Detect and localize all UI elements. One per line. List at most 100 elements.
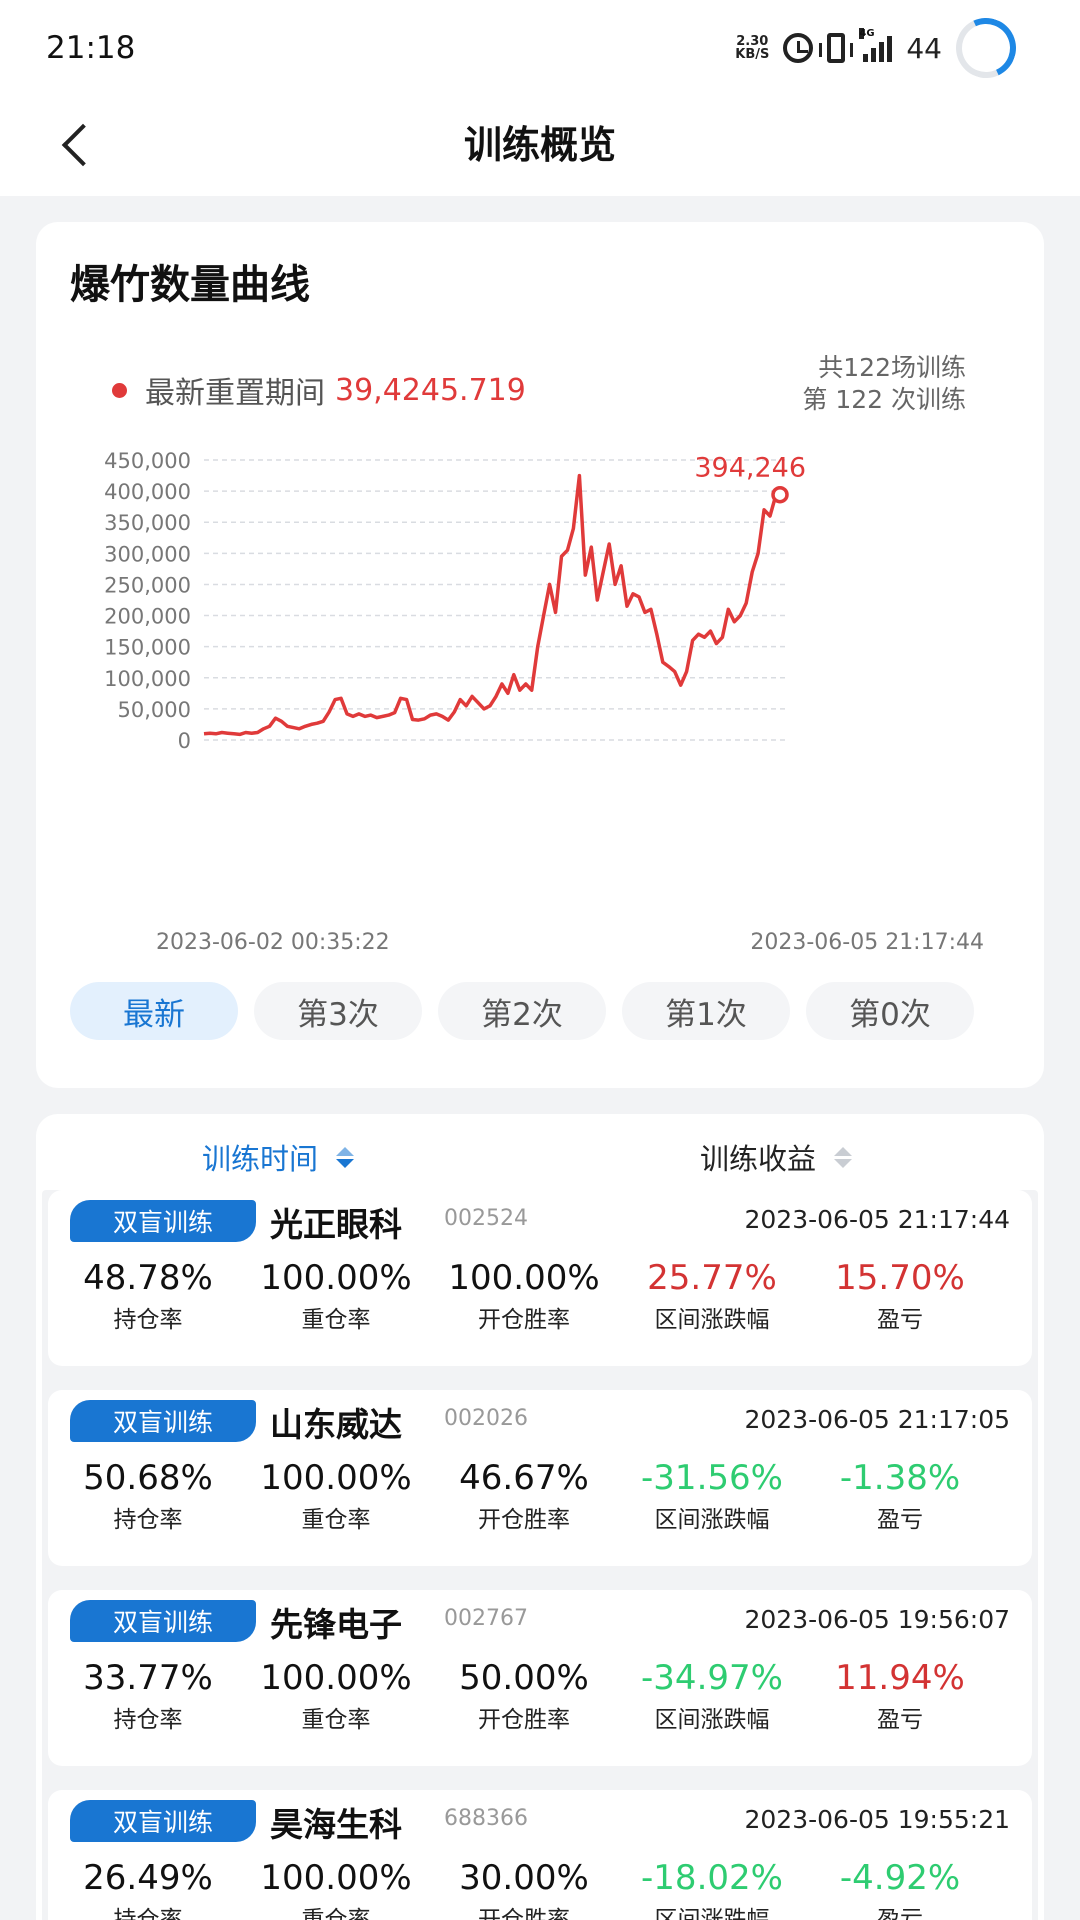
signal-icon: 4G xyxy=(859,28,893,62)
record-row[interactable]: 双盲训练 山东威达 002026 2023-06-05 21:17:05 50.68%… xyxy=(48,1390,1032,1566)
metric-value: 46.67% xyxy=(459,1458,589,1498)
training-type-badge: 双盲训练 xyxy=(70,1200,256,1242)
stock-code: 688366 xyxy=(444,1806,528,1831)
record-row[interactable]: 双盲训练 昊海生科 688366 2023-06-05 19:55:21 26.49%… xyxy=(48,1790,1032,1920)
x-axis-end-date: 2023-06-05 21:17:44 xyxy=(750,930,984,955)
sort-profit-label: 训练收益 xyxy=(700,1142,817,1176)
metric: 100.00% 重仓率 xyxy=(242,1658,430,1734)
metric-value: 25.77% xyxy=(647,1258,777,1298)
record-metrics: 26.49% 持仓率 100.00% 重仓率 30.00% 开仓胜率 -18.0… xyxy=(48,1858,1032,1920)
metric-label: 盈亏 xyxy=(877,1907,923,1920)
record-time: 2023-06-05 19:55:21 xyxy=(744,1805,1010,1834)
metric-value: -31.56% xyxy=(641,1458,783,1498)
metric: 50.00% 开仓胜率 xyxy=(430,1658,618,1734)
status-time: 21:18 xyxy=(46,30,136,66)
metric-value: 11.94% xyxy=(835,1658,965,1698)
training-type-badge: 双盲训练 xyxy=(70,1600,256,1642)
summary-total: 共122场训练 xyxy=(818,353,966,382)
metric-label: 开仓胜率 xyxy=(478,1707,570,1733)
net-speed-value: 2.30 xyxy=(736,34,769,49)
metric: 100.00% 重仓率 xyxy=(242,1458,430,1534)
tab-round-0[interactable]: 第0次 xyxy=(806,982,974,1040)
sort-by-time[interactable]: 训练时间 xyxy=(202,1136,355,1178)
y-tick-label: 150,000 xyxy=(104,636,191,660)
stock-name: 山东威达 xyxy=(270,1405,402,1444)
signal-bar xyxy=(863,54,869,62)
metric: 50.68% 持仓率 xyxy=(54,1458,242,1534)
metric-value: -4.92% xyxy=(839,1858,961,1898)
net-speed-unit: KB/S xyxy=(735,47,770,62)
metric-value: 15.70% xyxy=(835,1258,965,1298)
y-tick-label: 450,000 xyxy=(104,452,191,473)
metric: 11.94% 盈亏 xyxy=(806,1658,994,1734)
signal-bar xyxy=(887,36,893,62)
stock-name: 先锋电子 xyxy=(270,1605,402,1644)
signal-bar xyxy=(879,42,885,62)
metric-value: 100.00% xyxy=(260,1458,412,1498)
stock-code: 002767 xyxy=(444,1606,528,1631)
record-row[interactable]: 双盲训练 光正眼科 002524 2023-06-05 21:17:44 48.78%… xyxy=(48,1190,1032,1366)
record-metrics: 50.68% 持仓率 100.00% 重仓率 46.67% 开仓胜率 -31.5… xyxy=(48,1458,1032,1534)
summary-current: 第 122 次训练 xyxy=(802,385,966,414)
chart-title: 爆竹数量曲线 xyxy=(70,262,310,308)
tab-round-3[interactable]: 第3次 xyxy=(254,982,422,1040)
sort-time-label: 训练时间 xyxy=(202,1142,319,1176)
metric-value: 50.00% xyxy=(459,1658,589,1698)
metric-label: 区间涨跌幅 xyxy=(654,1507,770,1533)
metric: 100.00% 重仓率 xyxy=(242,1858,430,1920)
metric: -4.92% 盈亏 xyxy=(806,1858,994,1920)
y-tick-label: 400,000 xyxy=(104,480,191,504)
tab-latest[interactable]: 最新 xyxy=(70,982,238,1040)
metric-value: 30.00% xyxy=(459,1858,589,1898)
signal-bar xyxy=(871,48,877,62)
tab-round-1[interactable]: 第1次 xyxy=(622,982,790,1040)
network-type: 4G xyxy=(859,28,875,39)
metric-value: 100.00% xyxy=(448,1258,600,1298)
stock-code: 002524 xyxy=(444,1206,528,1231)
status-bar: 21:18 2.30 KB/S 4G 44 xyxy=(0,0,1080,96)
status-icons: 2.30 KB/S 4G 44 xyxy=(735,9,1025,87)
app-header: 训练概览 xyxy=(0,96,1080,196)
metric: 25.77% 区间涨跌幅 xyxy=(618,1258,806,1334)
series-line xyxy=(203,473,778,737)
record-time: 2023-06-05 21:17:05 xyxy=(744,1405,1010,1434)
line-chart: 450,000 400,000 350,000 300,000 250,000 200,0… xyxy=(104,452,806,753)
metric-value: 100.00% xyxy=(260,1258,412,1298)
metric-value: -1.38% xyxy=(839,1458,961,1498)
metric-label: 盈亏 xyxy=(877,1507,923,1533)
records-list: 双盲训练 光正眼科 002524 2023-06-05 21:17:44 48.78%… xyxy=(42,1190,1038,1920)
y-tick-label: 100,000 xyxy=(104,667,191,691)
metric-label: 区间涨跌幅 xyxy=(654,1907,770,1920)
y-tick-label: 250,000 xyxy=(104,573,191,597)
stock-code: 002026 xyxy=(444,1406,528,1431)
metric-label: 重仓率 xyxy=(301,1307,371,1333)
legend-dot-icon xyxy=(112,382,127,398)
x-axis-start-date: 2023-06-02 00:35:22 xyxy=(156,930,390,955)
sort-by-profit[interactable]: 训练收益 xyxy=(700,1136,853,1178)
metric-value: 33.77% xyxy=(83,1658,213,1698)
metric-value: -18.02% xyxy=(641,1858,783,1898)
metric-label: 开仓胜率 xyxy=(478,1907,570,1920)
metric-label: 开仓胜率 xyxy=(478,1507,570,1533)
metric-value: 50.68% xyxy=(83,1458,213,1498)
page-title: 训练概览 xyxy=(463,123,616,167)
metric: 48.78% 持仓率 xyxy=(54,1258,242,1334)
chart-legend: 最新重置期间 39,4245.719 xyxy=(112,368,526,412)
metric-label: 重仓率 xyxy=(301,1507,371,1533)
record-row[interactable]: 双盲训练 先锋电子 002767 2023-06-05 19:56:07 33.77%… xyxy=(48,1590,1032,1766)
records-card: 训练时间 训练收益 双盲训练 光正眼科 002524 2023-06-05 21:17… xyxy=(36,1114,1044,1920)
record-time: 2023-06-05 19:56:07 xyxy=(744,1605,1010,1634)
sort-arrows-icon xyxy=(834,1146,853,1168)
record-metrics: 48.78% 持仓率 100.00% 重仓率 100.00% 开仓胜率 25.7… xyxy=(48,1258,1032,1334)
last-point-label: 394,246 xyxy=(694,453,806,484)
stock-name: 光正眼科 xyxy=(270,1205,402,1244)
sort-bar: 训练时间 训练收益 xyxy=(36,1114,1044,1190)
tab-round-2[interactable]: 第2次 xyxy=(438,982,606,1040)
metric: -1.38% 盈亏 xyxy=(806,1458,994,1534)
training-tabs: 最新 第3次 第2次 第1次 第0次 xyxy=(70,982,974,1040)
record-time: 2023-06-05 21:17:44 xyxy=(744,1205,1010,1234)
metric-label: 重仓率 xyxy=(301,1907,371,1920)
metric: -18.02% 区间涨跌幅 xyxy=(618,1858,806,1920)
metric-label: 重仓率 xyxy=(301,1707,371,1733)
chart-card: 爆竹数量曲线 最新重置期间 39,4245.719 共122场训练 第 122 … xyxy=(36,222,1044,1088)
